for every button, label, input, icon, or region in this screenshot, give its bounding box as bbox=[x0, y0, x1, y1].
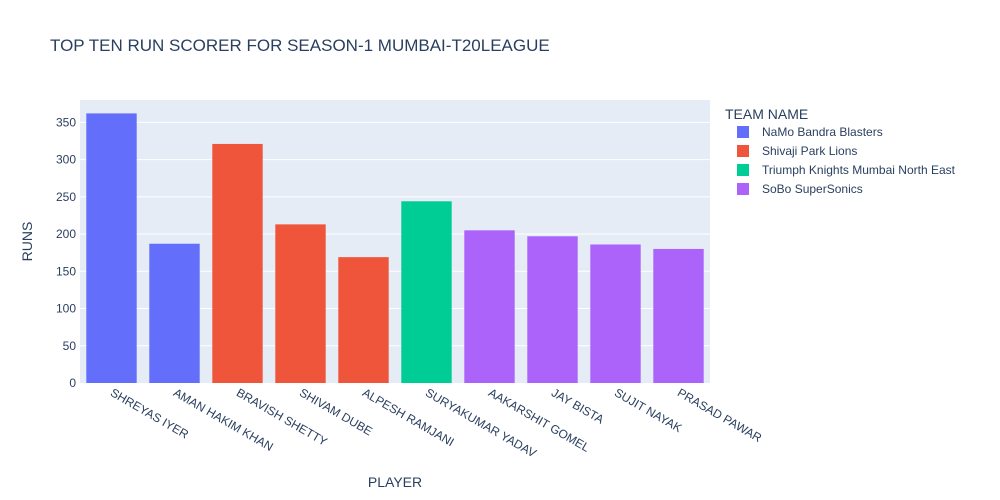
legend[interactable]: TEAM NAME NaMo Bandra Blasters Shivaji Pa… bbox=[725, 106, 956, 196]
x-tick-label: SUJIT NAYAK bbox=[612, 385, 684, 435]
y-tick-label: 0 bbox=[69, 376, 76, 390]
legend-item-label[interactable]: NaMo Bandra Blasters bbox=[762, 125, 883, 139]
bar[interactable] bbox=[401, 201, 452, 383]
x-tick-label: AAKARSHIT GOMEL bbox=[486, 385, 592, 455]
y-tick-label: 350 bbox=[56, 115, 76, 129]
legend-swatch[interactable] bbox=[737, 126, 749, 138]
legend-item-label[interactable]: SoBo SuperSonics bbox=[762, 182, 863, 196]
y-axis-ticks: 0 50 100 150 200 250 300 350 bbox=[56, 115, 76, 390]
bars bbox=[86, 113, 704, 383]
bar[interactable] bbox=[338, 257, 389, 383]
y-tick-label: 100 bbox=[56, 302, 76, 316]
y-tick-label: 300 bbox=[56, 153, 76, 167]
bar[interactable] bbox=[212, 143, 263, 383]
bar[interactable] bbox=[275, 224, 326, 383]
legend-swatch[interactable] bbox=[737, 145, 749, 157]
bar[interactable] bbox=[149, 243, 200, 383]
legend-item-label[interactable]: Shivaji Park Lions bbox=[762, 144, 857, 158]
y-tick-label: 50 bbox=[63, 339, 77, 353]
x-tick-label: JAY BISTA bbox=[549, 385, 606, 426]
bar[interactable] bbox=[653, 248, 704, 383]
y-tick-label: 250 bbox=[56, 190, 76, 204]
chart-title: TOP TEN RUN SCORER FOR SEASON-1 MUMBAI-T… bbox=[50, 36, 550, 55]
x-tick-label: PRASAD PAWAR bbox=[675, 385, 764, 445]
y-axis-title: RUNS bbox=[19, 222, 35, 262]
legend-swatch[interactable] bbox=[737, 183, 749, 195]
bar[interactable] bbox=[86, 113, 137, 383]
bar[interactable] bbox=[590, 244, 641, 383]
y-tick-label: 200 bbox=[56, 227, 76, 241]
legend-item-label[interactable]: Triumph Knights Mumbai North East bbox=[762, 163, 956, 177]
bar[interactable] bbox=[464, 230, 515, 383]
legend-swatch[interactable] bbox=[737, 164, 749, 176]
bar[interactable] bbox=[527, 236, 578, 383]
y-tick-label: 150 bbox=[56, 264, 76, 278]
legend-title: TEAM NAME bbox=[725, 106, 808, 122]
x-tick-label: SURYAKUMAR YADAV bbox=[423, 385, 539, 460]
x-axis-title: PLAYER bbox=[368, 474, 422, 490]
